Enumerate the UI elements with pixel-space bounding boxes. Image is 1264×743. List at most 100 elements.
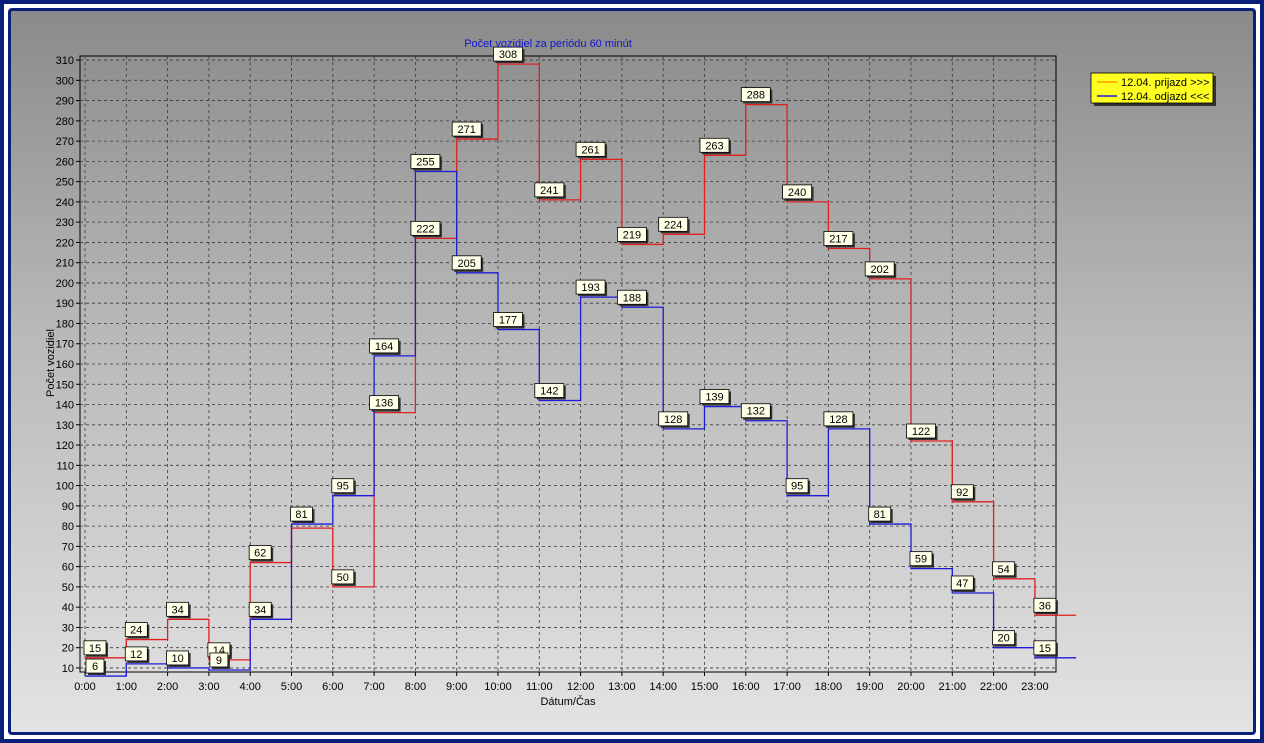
data-label-text: 128 [829, 414, 847, 426]
data-label-box [1033, 597, 1057, 613]
data-label: 261 [575, 141, 608, 159]
data-label-box [83, 640, 107, 656]
data-label-box [740, 87, 771, 103]
data-label-box [782, 184, 812, 200]
data-label: 128 [658, 411, 690, 428]
data-label: 95 [331, 478, 356, 495]
data-label-text: 217 [829, 234, 847, 246]
data-label: 20 [992, 630, 1017, 647]
data-label-text: 205 [458, 258, 476, 270]
data-label-text: 188 [623, 292, 641, 304]
y-tick-label: 270 [56, 136, 74, 148]
x-tick-label: 1:00 [116, 681, 137, 693]
data-label: 271 [451, 121, 484, 139]
data-label-text: 164 [375, 341, 393, 353]
chart-title: Počet vozidiel za periódu 60 minút [464, 38, 632, 50]
x-axis-label: Dátum/Čas [540, 695, 596, 708]
series-lines [85, 63, 1077, 677]
y-tick-label: 120 [56, 440, 74, 452]
y-tick-label: 100 [56, 481, 74, 493]
data-label-text: 36 [1039, 600, 1051, 612]
x-tick-label: 20:00 [897, 681, 925, 693]
data-label-text: 240 [788, 187, 806, 199]
data-label-text: 139 [705, 392, 723, 404]
data-label-box [823, 411, 854, 427]
data-label-box [534, 182, 565, 198]
data-label-box [617, 227, 647, 242]
data-label-text: 288 [747, 90, 765, 102]
x-tick-label: 5:00 [281, 681, 302, 693]
data-label-box [575, 141, 606, 157]
data-label: 81 [868, 506, 893, 524]
data-label: 139 [699, 389, 731, 406]
data-label-box [868, 506, 892, 522]
data-label-box [699, 389, 730, 404]
y-tick-label: 140 [56, 400, 74, 412]
data-label-text: 62 [254, 548, 266, 560]
data-label-box [906, 423, 936, 439]
data-label-box [369, 395, 400, 411]
x-tick-label: 14:00 [649, 681, 677, 693]
data-label: 202 [864, 261, 897, 278]
y-tick-label: 50 [62, 582, 74, 594]
data-label-box [85, 658, 105, 674]
data-label-box [992, 561, 1015, 577]
y-tick-label: 110 [56, 460, 74, 472]
data-label-text: 34 [171, 604, 183, 616]
axes: 10 20 30 40 50 60 70 80 90 100 110 120 130 140 150 160 1… [56, 55, 1049, 693]
x-tick-label: 7:00 [363, 681, 384, 693]
data-label-text: 222 [416, 223, 434, 235]
y-tick-label: 60 [62, 562, 74, 574]
data-label: 132 [740, 403, 773, 420]
data-label-box [493, 312, 523, 327]
data-label-box [992, 630, 1015, 646]
x-tick-label: 6:00 [322, 681, 343, 693]
data-label: 9 [209, 652, 230, 669]
data-label-text: 81 [295, 509, 307, 521]
x-tick-label: 22:00 [980, 681, 1008, 693]
data-label-box [1033, 640, 1057, 656]
y-tick-label: 300 [56, 75, 74, 87]
data-label-text: 202 [871, 264, 889, 276]
data-label: 10 [166, 650, 191, 667]
y-tick-label: 240 [56, 197, 74, 209]
series-line-prijazd [85, 63, 1077, 661]
data-label: 241 [534, 182, 566, 199]
data-label: 34 [166, 601, 191, 619]
data-label: 219 [617, 227, 649, 244]
data-label-box [658, 411, 689, 427]
legend-item-label: 12.04. odjazd <<< [1121, 91, 1209, 103]
data-label: 81 [290, 506, 315, 524]
data-label-text: 132 [747, 406, 765, 418]
data-label-text: 15 [1039, 643, 1051, 655]
data-label-box [451, 255, 482, 271]
data-label: 15 [83, 640, 108, 657]
data-label-text: 20 [997, 633, 1009, 645]
data-label-box [209, 652, 229, 668]
data-label-box [331, 478, 355, 494]
x-tick-label: 15:00 [691, 681, 719, 693]
y-tick-label: 220 [56, 237, 74, 249]
x-tick-label: 23:00 [1021, 681, 1049, 693]
data-label-text: 34 [254, 604, 266, 616]
y-tick-label: 80 [62, 521, 74, 533]
data-label-text: 15 [89, 643, 101, 655]
x-tick-label: 4:00 [239, 681, 260, 693]
data-label: 54 [992, 561, 1017, 578]
data-label-text: 128 [664, 414, 682, 426]
data-label-box [166, 601, 190, 617]
data-label: 263 [699, 137, 731, 155]
data-label: 15 [1033, 640, 1058, 657]
data-label-text: 271 [458, 124, 476, 136]
data-label-text: 9 [216, 655, 222, 667]
data-label: 50 [331, 569, 356, 586]
y-tick-label: 250 [56, 177, 74, 189]
data-label-box [290, 506, 313, 522]
x-tick-label: 12:00 [567, 681, 595, 693]
data-label-box [864, 261, 895, 277]
data-label-text: 219 [623, 229, 641, 241]
grid [80, 56, 1056, 672]
y-tick-label: 10 [62, 663, 74, 675]
y-tick-label: 180 [56, 318, 74, 330]
